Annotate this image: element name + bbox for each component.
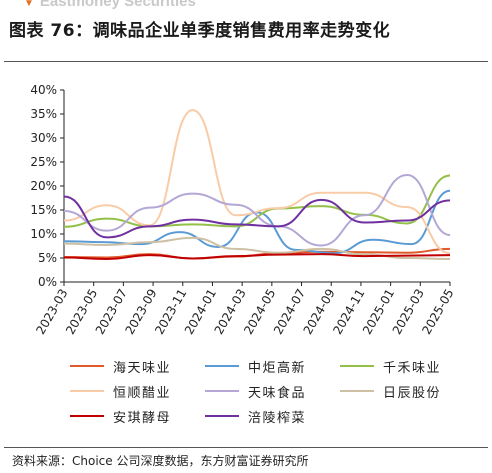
series-line-涪陵榨菜: [63, 195, 451, 239]
legend-item: 安琪酵母: [70, 406, 171, 426]
y-tick-label: 35%: [30, 107, 57, 121]
triangle-icon: ▼: [24, 0, 34, 9]
legend-item: 恒顺醋业: [70, 381, 171, 401]
legend-label: 日辰股份: [383, 385, 442, 401]
legend-item: 日辰股份: [340, 381, 441, 401]
y-tick-label: 10%: [30, 227, 57, 241]
legend-swatch: [205, 390, 239, 392]
legend-label: 涪陵榨菜: [248, 410, 307, 426]
y-tick-label: 15%: [30, 203, 57, 217]
legend-swatch: [70, 415, 104, 417]
legend-label: 恒顺醋业: [113, 385, 172, 401]
legend-swatch: [205, 365, 239, 367]
legend-swatch: [340, 390, 374, 392]
y-tick-label: 40%: [30, 83, 57, 97]
figure-title: 图表 76：调味品企业单季度销售费用率走势变化: [9, 21, 391, 41]
series-line-安琪酵母: [63, 253, 451, 260]
source-note: 资料来源：Choice 公司深度数据，东方财富证券研究所: [12, 454, 309, 468]
legend-swatch: [205, 415, 239, 417]
legend-item: 天味食品: [205, 381, 306, 401]
legend-label: 中炬高新: [248, 360, 307, 376]
legend-label: 天味食品: [248, 385, 307, 401]
legend-label: 千禾味业: [383, 360, 442, 376]
legend-item: 涪陵榨菜: [205, 406, 306, 426]
legend-label: 海天味业: [113, 360, 172, 376]
legend-label: 安琪酵母: [113, 410, 172, 426]
watermark-text: Eastmoney Securities: [39, 0, 196, 10]
series-line-天味食品: [63, 173, 451, 247]
y-tick-label: 25%: [30, 155, 57, 169]
bottom-divider: [4, 447, 488, 448]
watermark: ▼ Eastmoney Securities: [24, 0, 196, 10]
top-divider: [4, 61, 488, 62]
y-tick-label: 0%: [38, 275, 57, 289]
legend-item: 中炬高新: [205, 356, 306, 376]
line-chart: 0%5%10%15%20%25%30%35%40%2023-032023-052…: [30, 83, 456, 337]
y-tick-label: 5%: [38, 251, 57, 265]
legend-swatch: [70, 365, 104, 367]
legend-item: 海天味业: [70, 356, 171, 376]
legend-item: 千禾味业: [340, 356, 441, 376]
y-tick-label: 30%: [30, 131, 57, 145]
legend-swatch: [70, 390, 104, 392]
y-tick-label: 20%: [30, 179, 57, 193]
legend-swatch: [340, 365, 374, 367]
series-line-恒顺醋业: [63, 109, 451, 255]
